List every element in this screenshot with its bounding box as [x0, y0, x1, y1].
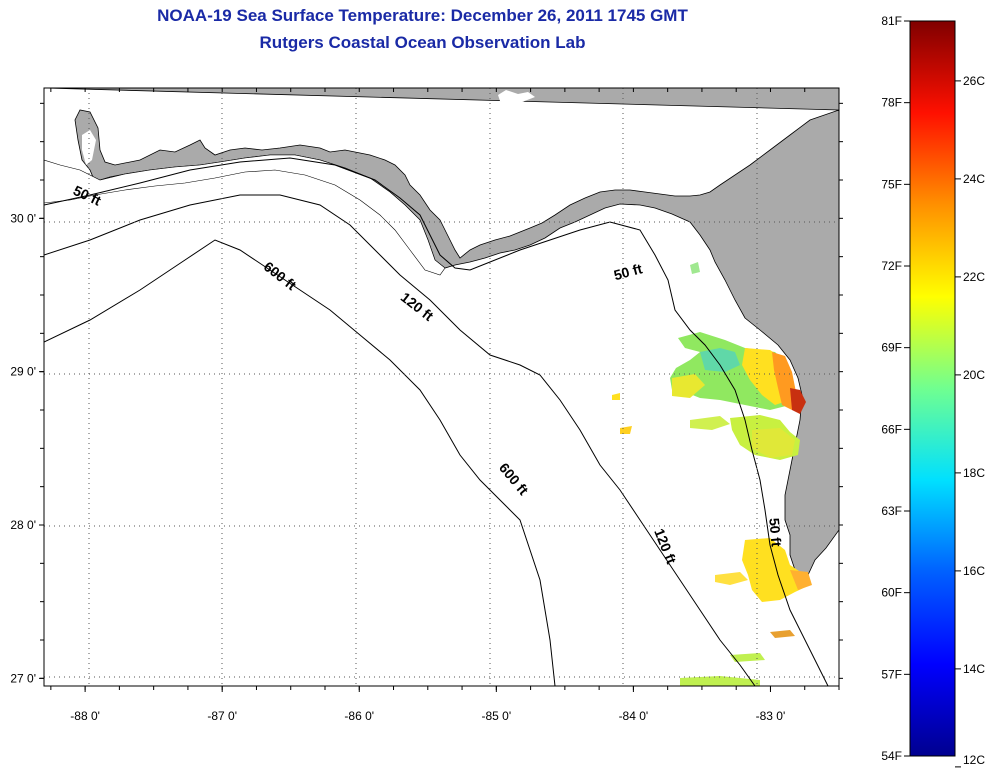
map-title: NOAA-19 Sea Surface Temperature: Decembe… — [157, 6, 688, 25]
colorbar-c-label: 22C — [963, 270, 985, 284]
colorbar-f-label: 66F — [881, 422, 902, 436]
contour-label: 50 ft — [766, 517, 784, 547]
colorbar-f-label: 78F — [881, 96, 902, 110]
bathymetry-contours — [44, 157, 829, 686]
lon-tick-label: -85 0' — [481, 709, 511, 723]
land-mass — [44, 88, 839, 581]
colorbar-gradient — [909, 20, 956, 757]
colorbar-f-label: 60F — [881, 586, 902, 600]
lat-tick-label: 28 0' — [10, 518, 36, 532]
lat-tick-label: 27 0' — [10, 671, 36, 685]
lon-tick-label: -84 0' — [619, 709, 649, 723]
colorbar-c-label: 12C — [963, 753, 985, 767]
colorbar-c-label: 20C — [963, 368, 985, 382]
colorbar-f-label: 63F — [881, 504, 902, 518]
lon-tick-label: -86 0' — [344, 709, 374, 723]
colorbar-c-label: 18C — [963, 466, 985, 480]
colorbar-c-label: 26C — [963, 74, 985, 88]
colorbar-f-label: 54F — [881, 749, 902, 763]
map-frame — [43, 87, 840, 687]
sst-patches — [612, 262, 812, 686]
colorbar-f-label: 57F — [881, 667, 902, 681]
colorbar-f-label: 72F — [881, 259, 902, 273]
map-axes: -88 0' -87 0' -86 0' -85 0' -84 0' -83 0' 27 0… — [10, 88, 843, 723]
lon-tick-label: -87 0' — [207, 709, 237, 723]
lon-tick-label: -83 0' — [756, 709, 786, 723]
lat-tick-label: 29 0' — [10, 365, 36, 379]
colorbar-f-label: 81F — [881, 14, 902, 28]
colorbar-c-label: 14C — [963, 662, 985, 676]
contour-label: 50 ft — [612, 260, 644, 283]
colorbar-c-label: 24C — [963, 172, 985, 186]
colorbar-f-label: 75F — [881, 177, 902, 191]
colorbar-c-label: 16C — [963, 564, 985, 578]
lon-tick-label: -88 0' — [70, 709, 100, 723]
colorbar-f-label: 69F — [881, 341, 902, 355]
colorbar: 81F 78F 75F 72F 69F 66F 63F 60F 57F 54F 26C 24C 22C 2… — [881, 14, 985, 768]
lat-tick-label: 30 0' — [10, 211, 36, 225]
map-subtitle: Rutgers Coastal Ocean Observation Lab — [259, 33, 586, 52]
